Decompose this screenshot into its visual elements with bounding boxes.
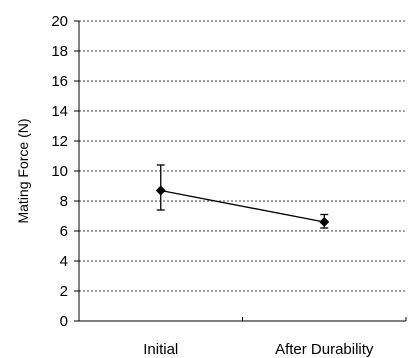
x-category-labels: Initial After Durability <box>78 317 407 358</box>
y-tick-label: 2 <box>60 283 68 300</box>
y-tick-label: 6 <box>60 223 68 240</box>
y-tick-label: 12 <box>51 133 68 150</box>
y-tick-label: 18 <box>51 43 68 60</box>
series-line <box>160 189 325 223</box>
y-tick-label: 4 <box>60 253 68 270</box>
y-tick-label: 10 <box>51 163 68 180</box>
y-tick-label: 8 <box>60 193 68 210</box>
y-tick-labels: 0 2 4 6 8 10 12 14 16 18 20 <box>51 13 79 330</box>
y-tick-label: 20 <box>51 13 68 30</box>
y-tick-label: 0 <box>60 313 68 330</box>
series <box>155 164 330 229</box>
y-tick-label: 14 <box>51 103 68 120</box>
y-axis-label: Mating Force (N) <box>15 118 31 223</box>
y-tick-label: 16 <box>51 73 68 90</box>
x-category-label: After Durability <box>275 341 374 358</box>
data-point-marker <box>319 217 330 227</box>
grid-lines <box>79 20 406 292</box>
x-category-label: Initial <box>143 341 178 358</box>
data-point-marker <box>155 185 166 196</box>
